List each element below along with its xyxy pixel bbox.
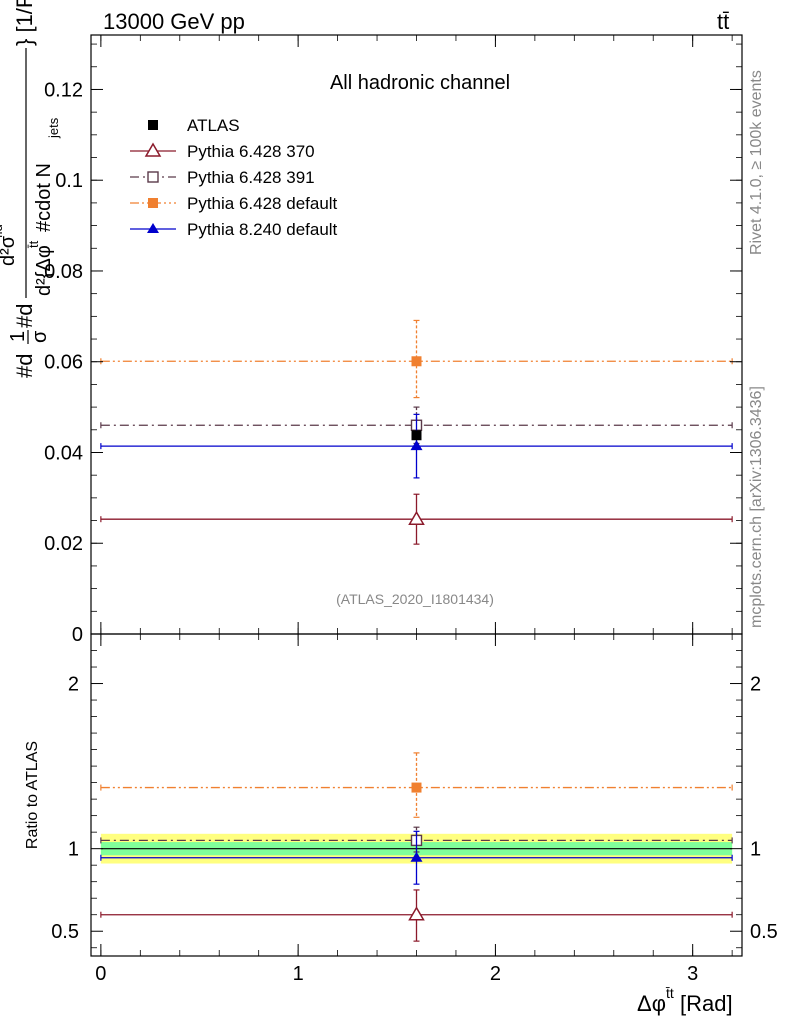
main-pythia-6-428-370-marker [408,510,425,525]
legend: ATLAS Pythia 6.428 370 Pythia 6.428 391 Pyt… [130,116,338,239]
collision-label: 13000 GeV pp [103,9,245,34]
process-label: tt̄ [717,9,729,34]
xlabel-main: Δφ [637,991,666,1016]
ylabel-denominator-sup: t̄t [26,240,41,248]
ratio-y-tick-label-right: 0.5 [750,921,778,943]
legend-pythia-8-240-default: Pythia 8.240 default [130,220,338,239]
main-y-tick-label: 0.12 [44,79,83,101]
main-series-group [100,319,733,545]
main-pythia-8-240-default-marker [410,440,423,451]
ratio-y-tick-label: 2 [68,674,79,696]
plot-title: All hadronic channel [330,72,510,94]
legend-atlas-marker [148,120,158,130]
legend-pythia-6-428-370: Pythia 6.428 370 [130,142,315,161]
rivet-version-label: Rivet 4.1.0, ≥ 100k events [748,70,765,255]
x-tick-label: 3 [687,963,698,985]
ratio-pythia-6-428-370-marker [408,906,425,921]
ylabel-one: 1 [7,331,29,342]
mcplots-label: mcplots.cern.ch [arXiv:1306.3436] [748,386,765,628]
legend-pythia-6-428-default-label: Pythia 6.428 default [187,194,338,213]
main-y-axis: 0 0.02 0.04 0.06 0.08 0.1 0.12 [44,35,742,646]
ratio-pythia-6-428-370 [100,889,733,942]
ylabel-numerator-sup: fid [0,224,5,238]
legend-pythia-6-428-370-marker [144,142,162,157]
legend-pythia-8-240-default-label: Pythia 8.240 default [187,220,338,239]
legend-pythia-6-428-391-marker [147,171,159,183]
legend-atlas-label: ATLAS [187,116,240,135]
ylabel-denominator: d²{Δφ [33,245,55,296]
x-axis-label: Δφ t̄t [Rad] [637,985,733,1016]
ratio-y-axis-label: Ratio to ATLAS [24,741,41,849]
x-tick-label: 2 [490,963,501,985]
ratio-y-tick-label-right: 2 [750,674,761,696]
ylabel-hd: #d [12,304,37,328]
main-y-axis-label: #d 1 σ #d d²σ fid d²{Δφ t̄t #cdot N jets… [0,0,61,378]
x-tick-label: 0 [95,963,106,985]
xlabel-rest: [Rad] [680,991,733,1016]
legend-pythia-6-428-default-marker [148,198,158,208]
main-y-tick-label: 0.02 [44,533,83,555]
ratio-pythia-6-428-default-marker [411,782,422,793]
ylabel-numerator: d²σ [0,235,19,266]
ratio-pythia-8-240-default-marker [410,851,423,862]
ratio-y-tick-label: 1 [68,839,79,861]
main-pythia-6-428-370 [100,493,733,545]
main-pythia-6-428-default [100,319,733,399]
main-y-tick-label: 0.1 [55,170,83,192]
ratio-series-group [100,752,733,942]
main-y-tick-label: 0.06 [44,352,83,374]
legend-pythia-6-428-391-label: Pythia 6.428 391 [187,168,315,187]
main-y-tick-label: 0 [72,624,83,646]
main-pythia-8-240-default [100,413,733,479]
analysis-watermark: (ATLAS_2020_I1801434) [336,591,494,607]
legend-pythia-6-428-default: Pythia 6.428 default [130,194,338,213]
legend-pythia-6-428-391: Pythia 6.428 391 [130,168,315,187]
ylabel-denominator-rest: #cdot N [33,163,55,232]
ratio-axes: 0.5 0.5 1 1 2 2 0 1 2 3 [51,634,778,985]
ratio-pythia-6-428-default [100,752,733,818]
main-y-tick-label: 0.08 [44,261,83,283]
legend-pythia-6-428-370-label: Pythia 6.428 370 [187,142,315,161]
legend-pythia-8-240-default-marker [147,223,159,233]
legend-atlas: ATLAS [148,116,240,135]
ratio-y-tick-label: 0.5 [51,921,79,943]
ylabel-prefix: #d [12,354,37,378]
main-atlas-marker [411,430,422,441]
main-pythia-6-428-default-marker [411,356,422,367]
ylabel-sigma: σ [29,330,51,343]
ylabel-tail: } [1/Rad] [12,0,37,46]
ylabel-denominator-sub: jets [46,117,61,139]
ratio-y-tick-label-right: 1 [750,839,761,861]
ratio-pythia-8-240-default [100,830,733,885]
x-tick-label: 1 [293,963,304,985]
xlabel-sup: t̄t [666,985,674,1001]
main-y-tick-label: 0.04 [44,442,83,464]
main-atlas [411,430,422,441]
